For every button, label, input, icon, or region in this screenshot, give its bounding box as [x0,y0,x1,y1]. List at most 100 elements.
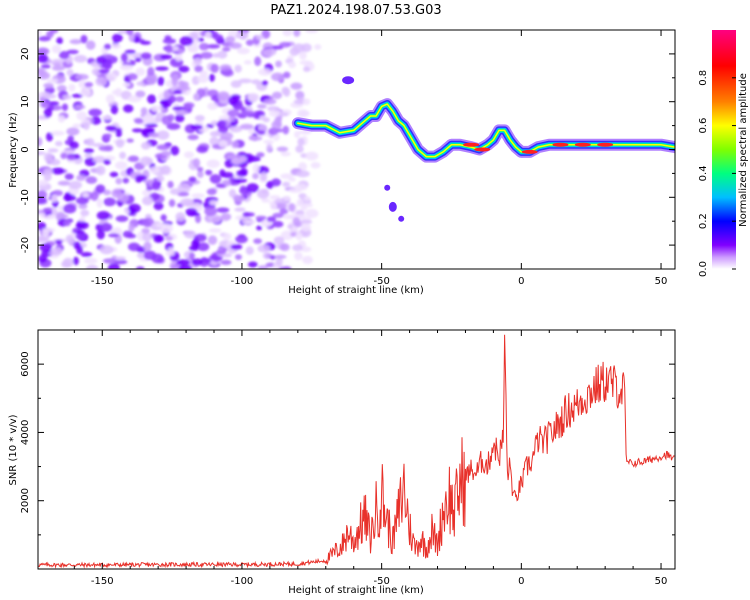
noise-blob [83,122,90,130]
signal-blob [398,215,405,222]
noise-blob [216,207,230,213]
noise-blob [38,54,49,63]
noise-blob [51,44,62,54]
snr-x-label: Height of straight line (km) [288,585,424,596]
noise-blob [131,128,143,133]
noise-blob [167,180,174,189]
colorbar-tick-label: 0.0 [698,261,709,277]
colorbar-tick-label: 0.2 [698,213,709,229]
x-tick-label: -50 [373,576,389,587]
noise-blob [128,155,139,162]
noise-blob [101,115,113,120]
noise-blob [95,56,107,65]
noise-blob [227,109,240,117]
noise-blob [122,177,130,184]
x-tick-label: 0 [518,576,524,587]
noise-blob [46,30,54,38]
noise-blob [194,233,207,242]
noise-blob [100,222,113,232]
noise-blob [181,81,189,88]
noise-blob [54,140,63,147]
noise-blob [288,177,296,182]
noise-blob [218,140,228,148]
noise-blob [141,228,151,234]
noise-blob [136,81,145,86]
spectrogram-panel: -150 -100 -50 0 50 20 10 0 -10 -20 Height of str… [8,29,676,296]
noise-blob [217,91,230,101]
noise-blob [149,166,160,174]
noise-blob [305,30,319,34]
noise-blob [245,246,254,255]
noise-blob [150,105,161,112]
noise-blob [80,209,90,217]
noise-blob [244,153,254,164]
spectrogram-y-ticks: 20 10 0 -10 -20 [20,29,675,270]
noise-blob [183,151,195,159]
noise-blob [133,35,140,43]
noise-blob [233,178,248,183]
noise-blob [198,42,210,51]
noise-blob [280,230,294,241]
noise-blob [95,76,108,87]
noise-blob [46,214,56,220]
noise-blob [75,221,89,230]
noise-blob [208,73,215,82]
noise-blob [261,188,269,195]
colorbar-gradient [712,30,736,269]
noise-blob [273,236,285,245]
noise-blob [147,94,157,104]
noise-blob [128,223,135,232]
noise-blob [161,150,172,157]
x-tick-label: 0 [518,276,524,287]
noise-blob [279,41,291,48]
noise-blob [147,66,155,77]
noise-blob [84,257,98,264]
noise-blob [294,183,308,191]
noise-blob [200,51,213,59]
noise-blob [248,135,257,141]
noise-blob [66,49,79,55]
noise-blob [146,186,153,191]
noise-blob [231,140,239,149]
signal-blob [384,184,391,191]
noise-blob [163,89,171,100]
noise-blob [146,74,157,85]
noise-blob [38,197,48,205]
signal-hotspot [597,142,614,147]
noise-blob [43,107,53,118]
noise-blob [266,216,277,223]
noise-blob [255,34,265,40]
x-tick-label: 50 [655,276,668,287]
noise-blob [209,174,222,184]
noise-blob [66,127,80,136]
noise-blob [127,242,141,252]
noise-blob [305,151,319,161]
snr-y-label: SNR (10 * v/v) [8,414,19,485]
noise-blob [122,82,131,87]
noise-blob [293,99,306,105]
noise-blob [295,145,304,153]
noise-blob [79,88,92,97]
noise-blob [57,115,66,123]
noise-blob [174,114,185,123]
noise-blob [178,65,190,73]
noise-blob [56,37,63,45]
noise-blob [310,161,321,169]
noise-blob [247,92,260,102]
y-tick-label: 20 [20,48,31,61]
x-tick-label: 50 [655,576,668,587]
noise-blob [283,87,291,97]
noise-blob [103,159,111,165]
noise-blob [117,193,129,203]
noise-blob [194,65,203,73]
x-tick-label: -100 [231,576,254,587]
y-tick-label: 2000 [20,488,31,513]
noise-blob [194,114,205,122]
noise-blob [216,249,227,255]
noise-blob [282,214,296,220]
noise-blob [124,49,136,55]
noise-blob [179,36,194,47]
noise-blob [188,252,196,260]
noise-blob [243,60,252,65]
noise-blob [155,222,167,228]
